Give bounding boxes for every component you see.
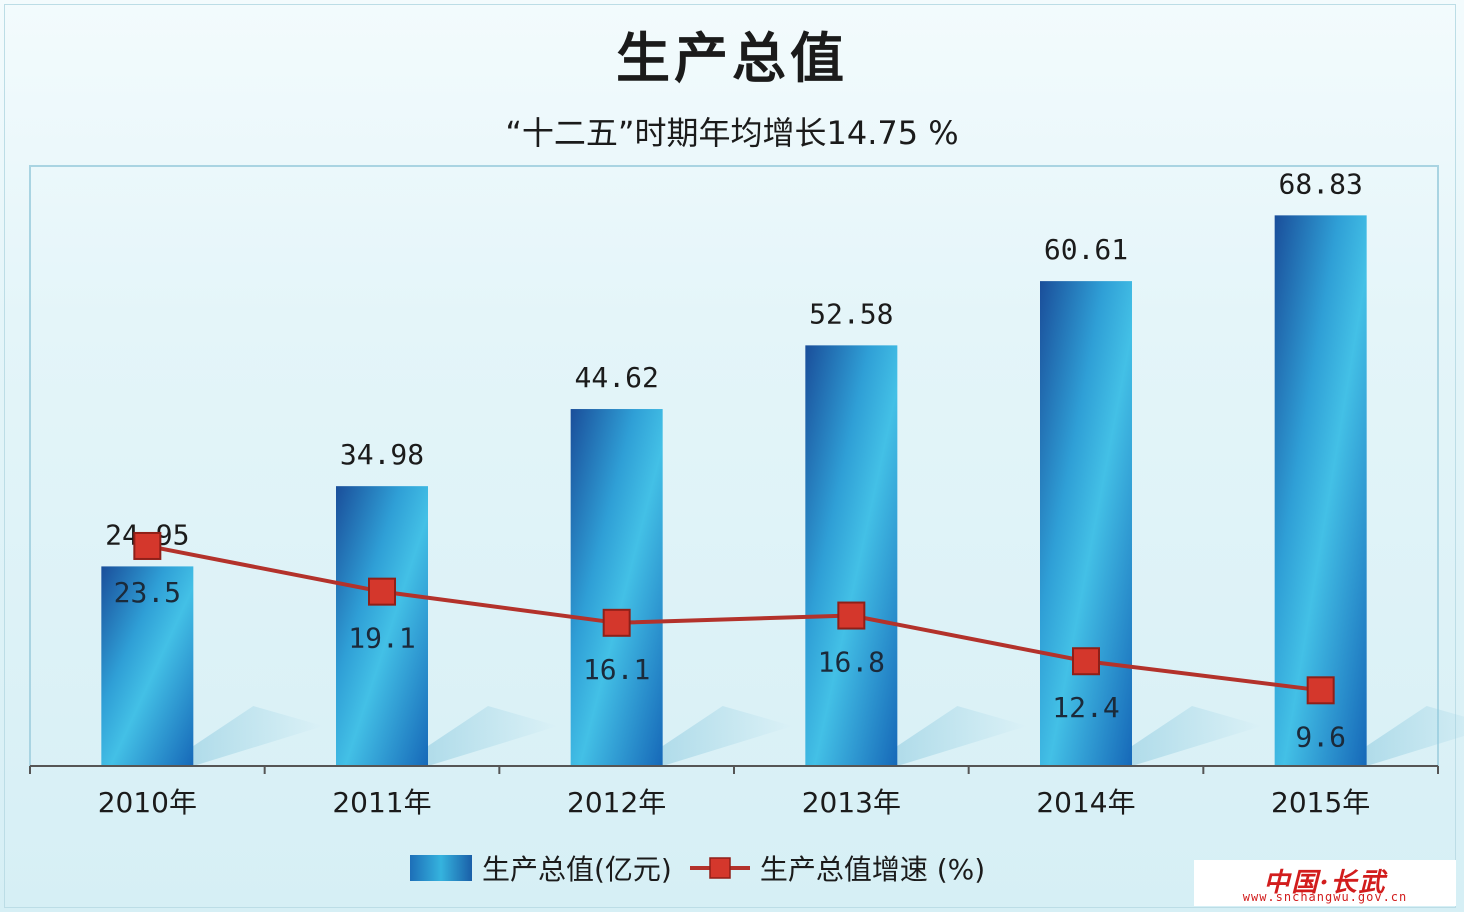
growth-value-label: 9.6: [1295, 720, 1346, 753]
bar-1: [336, 486, 428, 766]
growth-value-label: 19.1: [348, 622, 415, 655]
legend-bar-swatch: [410, 855, 472, 881]
legend-line-key: [689, 857, 750, 879]
bar-shadow: [428, 706, 558, 766]
x-tick-label: 2012年: [567, 786, 666, 819]
bar-shadow: [897, 706, 1028, 766]
bar-0: [101, 566, 194, 766]
growth-marker: [1072, 647, 1100, 676]
bar-shadow: [1366, 706, 1464, 766]
legend-line-label: 生产总值增速 (%): [759, 853, 986, 886]
growth-value-label: 16.1: [583, 653, 650, 686]
x-tick-label: 2010年: [98, 786, 197, 819]
chart-legend: 生产总值(亿元) 生产总值增速 (%): [410, 846, 993, 890]
bar-shadow: [1132, 706, 1262, 766]
chart-frame: [4, 4, 1456, 908]
x-tick-label: 2013年: [802, 786, 901, 819]
growth-marker: [837, 601, 866, 630]
growth-marker: [1306, 676, 1335, 705]
x-tick-label: 2014年: [1036, 786, 1135, 819]
bar-3: [805, 345, 898, 766]
bar-value-label: 52.58: [809, 297, 893, 330]
growth-marker: [602, 608, 631, 637]
bar-2: [570, 409, 663, 766]
bar-value-label: 34.98: [340, 438, 424, 471]
plot-area: [29, 165, 1439, 767]
growth-value-label: 23.5: [114, 576, 181, 609]
bar-value-label: 44.62: [575, 361, 659, 394]
watermark-logo: 中国·长武 www.snchangwu.gov.cn: [1194, 860, 1456, 906]
growth-marker: [368, 577, 396, 606]
bar-value-label: 68.83: [1279, 167, 1363, 200]
bar-4: [1040, 281, 1132, 766]
x-tick-label: 2011年: [332, 786, 431, 819]
growth-value-label: 16.8: [818, 646, 885, 679]
chart-title: 生产总值: [616, 26, 848, 90]
watermark-brand: 中国·长武: [1263, 868, 1387, 898]
bar-5: [1274, 215, 1367, 767]
bar-shadow: [193, 706, 324, 766]
bar-value-label: 60.61: [1044, 233, 1128, 266]
x-tick-label: 2015年: [1271, 786, 1370, 819]
growth-line: [146, 543, 1321, 693]
chart-subtitle: “十二五”时期年均增长14.75 %: [505, 114, 959, 152]
legend-bar-label: 生产总值(亿元): [482, 853, 672, 886]
growth-marker: [133, 531, 162, 560]
watermark-url: www.snchangwu.gov.cn: [1242, 890, 1408, 904]
growth-value-label: 12.4: [1052, 691, 1119, 724]
bar-shadow: [662, 706, 793, 766]
